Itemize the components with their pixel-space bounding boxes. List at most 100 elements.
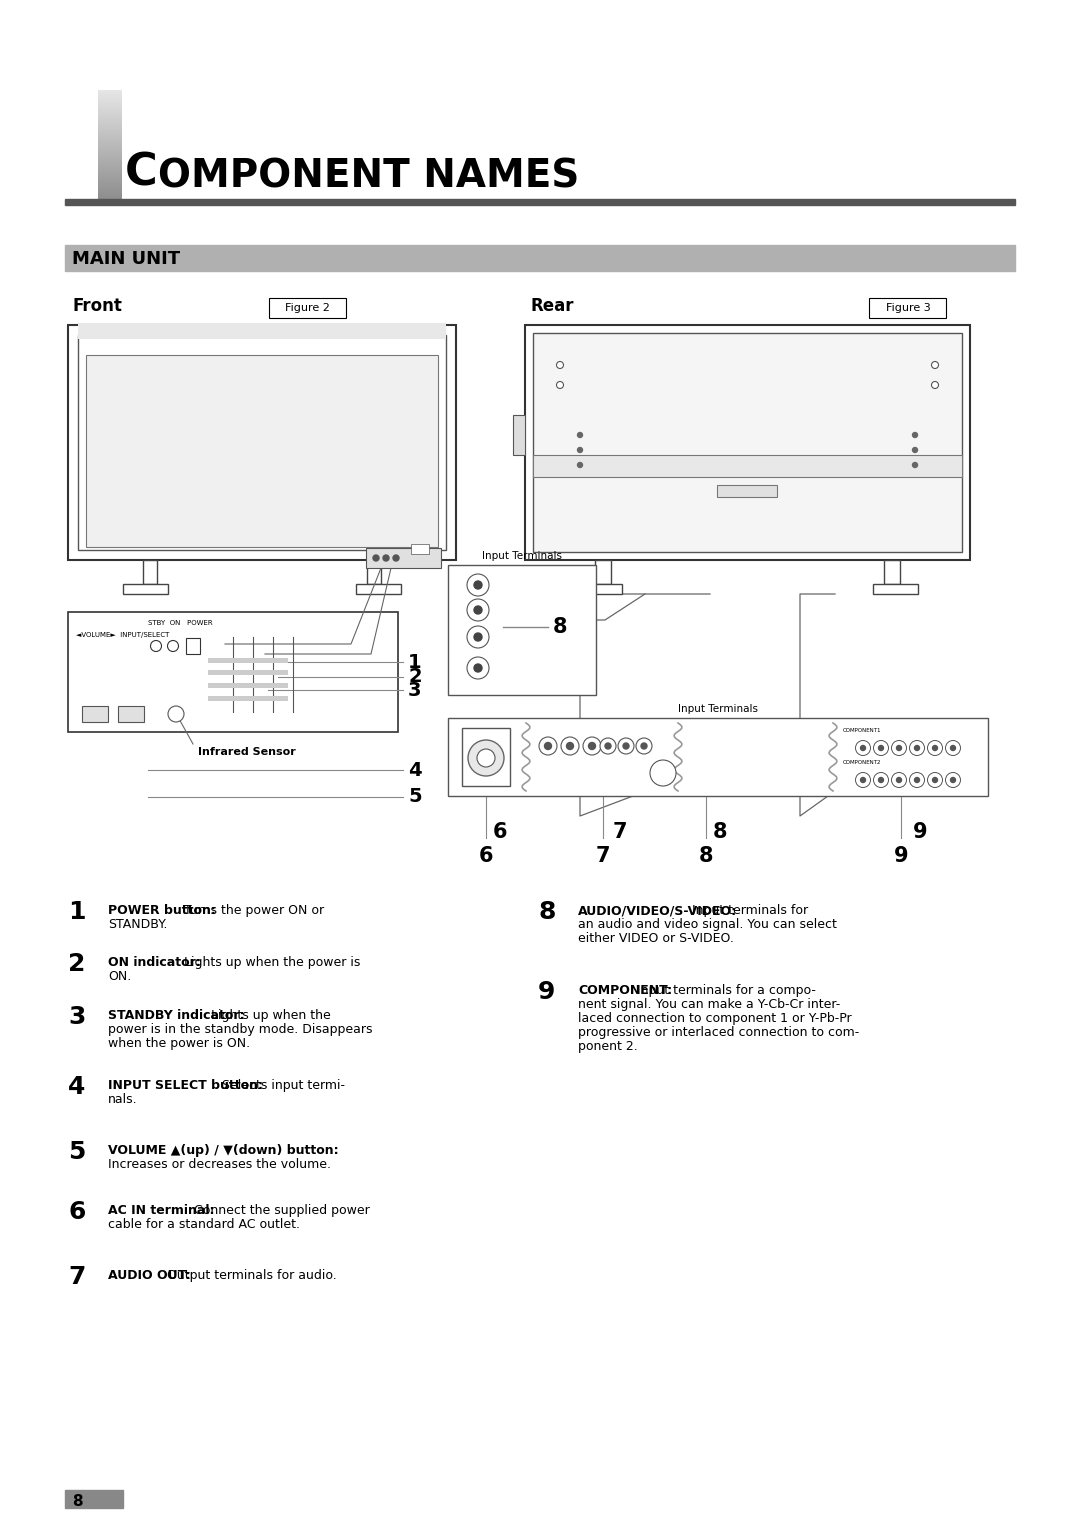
Bar	[118, 706, 144, 723]
Text: ON indicator:: ON indicator:	[108, 957, 201, 969]
Text: Input Terminals: Input Terminals	[678, 704, 758, 714]
Text: Rear: Rear	[530, 296, 573, 315]
Circle shape	[467, 599, 489, 620]
Text: 8: 8	[713, 822, 727, 842]
Text: VOLUME ▲(up) / ▼(down) button:: VOLUME ▲(up) / ▼(down) button:	[108, 1144, 339, 1157]
Bar	[873, 584, 918, 594]
Circle shape	[567, 743, 573, 750]
Text: 3: 3	[408, 680, 421, 700]
Text: Increases or decreases the volume.: Increases or decreases the volume.	[108, 1158, 330, 1170]
Bar	[534, 333, 962, 552]
Bar	[208, 683, 288, 688]
Circle shape	[950, 746, 956, 750]
Circle shape	[896, 746, 902, 750]
Bar	[208, 659, 288, 663]
Bar	[65, 244, 1015, 270]
Circle shape	[896, 778, 902, 782]
Circle shape	[474, 665, 482, 672]
Text: Input terminals for a compo-: Input terminals for a compo-	[633, 984, 815, 996]
Circle shape	[932, 746, 937, 750]
Circle shape	[468, 740, 504, 776]
Text: Figure 2: Figure 2	[284, 303, 329, 313]
Text: 5: 5	[408, 787, 421, 807]
Circle shape	[605, 743, 611, 749]
Circle shape	[878, 746, 883, 750]
Text: POWER button:: POWER button:	[108, 905, 216, 917]
Bar	[65, 1490, 123, 1508]
Text: 7: 7	[596, 847, 610, 866]
Text: progressive or interlaced connection to com-: progressive or interlaced connection to …	[578, 1025, 860, 1039]
Text: AC IN terminal:: AC IN terminal:	[108, 1204, 215, 1216]
Circle shape	[915, 746, 919, 750]
Text: 8: 8	[538, 900, 555, 924]
Circle shape	[393, 555, 399, 561]
Circle shape	[945, 773, 960, 787]
Circle shape	[909, 741, 924, 755]
Bar	[448, 718, 988, 796]
Text: 1: 1	[408, 652, 421, 671]
Text: 9: 9	[893, 847, 908, 866]
Text: 9: 9	[913, 822, 928, 842]
Text: Input Terminals: Input Terminals	[482, 552, 562, 561]
Bar	[65, 199, 1015, 205]
Circle shape	[150, 640, 162, 651]
Circle shape	[855, 741, 870, 755]
Text: Selects input termi-: Selects input termi-	[218, 1079, 345, 1093]
Text: 1: 1	[68, 900, 85, 924]
Text: COMPONENT2: COMPONENT2	[843, 759, 881, 766]
Circle shape	[578, 448, 582, 452]
Circle shape	[642, 743, 647, 749]
Bar	[525, 325, 970, 559]
Circle shape	[950, 778, 956, 782]
Text: STBY  ON   POWER: STBY ON POWER	[148, 620, 213, 626]
Text: 6: 6	[478, 847, 494, 866]
Text: either VIDEO or S-VIDEO.: either VIDEO or S-VIDEO.	[578, 932, 734, 944]
Circle shape	[474, 633, 482, 642]
Bar	[82, 706, 108, 723]
Circle shape	[913, 448, 918, 452]
Circle shape	[544, 743, 552, 750]
Circle shape	[589, 743, 595, 750]
Bar	[411, 544, 429, 555]
Circle shape	[477, 749, 495, 767]
Bar	[717, 484, 777, 497]
Circle shape	[650, 759, 676, 785]
Circle shape	[467, 657, 489, 678]
Text: Output terminals for audio.: Output terminals for audio.	[163, 1268, 337, 1282]
Text: ponent 2.: ponent 2.	[578, 1041, 638, 1053]
Text: COMPONENT:: COMPONENT:	[578, 984, 672, 996]
Bar	[356, 584, 401, 594]
Text: nals.: nals.	[108, 1093, 137, 1106]
Bar	[534, 455, 962, 477]
Text: Lights up when the: Lights up when the	[207, 1008, 330, 1022]
Circle shape	[618, 738, 634, 753]
Text: 2: 2	[68, 952, 85, 976]
Text: 6: 6	[492, 822, 508, 842]
Circle shape	[467, 626, 489, 648]
Text: STANDBY indicator:: STANDBY indicator:	[108, 1008, 244, 1022]
Circle shape	[931, 362, 939, 368]
Circle shape	[932, 778, 937, 782]
Circle shape	[909, 773, 924, 787]
Text: cable for a standard AC outlet.: cable for a standard AC outlet.	[108, 1218, 300, 1232]
Circle shape	[600, 738, 616, 753]
Text: Connect the supplied power: Connect the supplied power	[190, 1204, 370, 1216]
Circle shape	[578, 463, 582, 468]
Bar	[595, 559, 611, 584]
Text: MAIN UNIT: MAIN UNIT	[72, 251, 180, 267]
Text: ON.: ON.	[108, 970, 132, 983]
Circle shape	[583, 736, 600, 755]
Circle shape	[931, 382, 939, 388]
Bar	[78, 322, 446, 339]
Circle shape	[855, 773, 870, 787]
Text: 4: 4	[408, 761, 421, 779]
Text: 2: 2	[408, 668, 421, 686]
Circle shape	[913, 463, 918, 468]
Text: power is in the standby mode. Disappears: power is in the standby mode. Disappears	[108, 1024, 373, 1036]
Text: an audio and video signal. You can select: an audio and video signal. You can selec…	[578, 918, 837, 931]
Text: 7: 7	[612, 822, 627, 842]
Text: laced connection to component 1 or Y-Pb-Pr: laced connection to component 1 or Y-Pb-…	[578, 1012, 852, 1025]
Bar	[885, 559, 900, 584]
Circle shape	[474, 581, 482, 588]
Circle shape	[167, 640, 178, 651]
